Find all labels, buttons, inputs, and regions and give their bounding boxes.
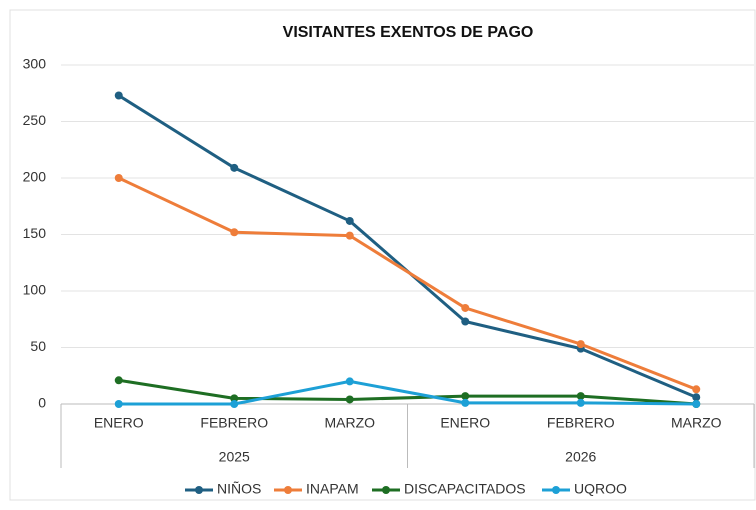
y-tick-label: 250 [23,112,47,128]
data-point [461,317,470,326]
x-tick-label: MARZO [671,415,722,431]
x-tick-label: ENERO [94,415,144,431]
data-point [692,400,701,408]
legend-label: UQROO [574,481,627,497]
x-tick-label: MARZO [324,415,375,431]
data-point [576,392,585,401]
legend-marker [382,486,390,494]
series-line [118,379,697,406]
data-point [230,163,239,172]
data-point [692,385,701,394]
data-point [345,377,354,386]
y-tick-label: 200 [23,169,47,185]
x-tick-label: ENERO [440,415,490,431]
series-line [118,378,697,406]
data-point [576,340,585,349]
legend-marker [284,486,292,494]
legend-marker [552,486,560,494]
series-line [118,176,697,391]
y-tick-label: 0 [38,395,46,411]
data-point [461,392,470,401]
chart-title: VISITANTES EXENTOS DE PAGO [283,24,534,41]
data-point [230,228,239,237]
legend-label: NIÑOS [217,481,261,497]
data-point [114,400,123,408]
data-point [114,174,123,182]
y-tick-label: 100 [23,282,47,298]
data-point [461,398,470,407]
y-tick-label: 150 [23,225,47,241]
legend-label: INAPAM [306,481,359,497]
data-point [692,393,701,402]
y-tick-label: 300 [23,56,47,72]
group-label: 2026 [565,449,596,465]
data-point [576,398,585,407]
data-point [461,303,470,312]
data-point [230,394,239,403]
data-point [345,231,354,240]
x-tick-label: FEBRERO [200,415,268,431]
group-label: 2025 [219,449,250,465]
legend-marker [195,486,203,494]
y-tick-label: 50 [30,338,46,354]
data-point [230,400,239,408]
data-point [114,376,123,385]
data-point [114,91,123,100]
data-point [345,216,354,225]
legend-label: DISCAPACITADOS [404,481,526,497]
x-tick-label: FEBRERO [547,415,615,431]
data-point [345,395,354,404]
